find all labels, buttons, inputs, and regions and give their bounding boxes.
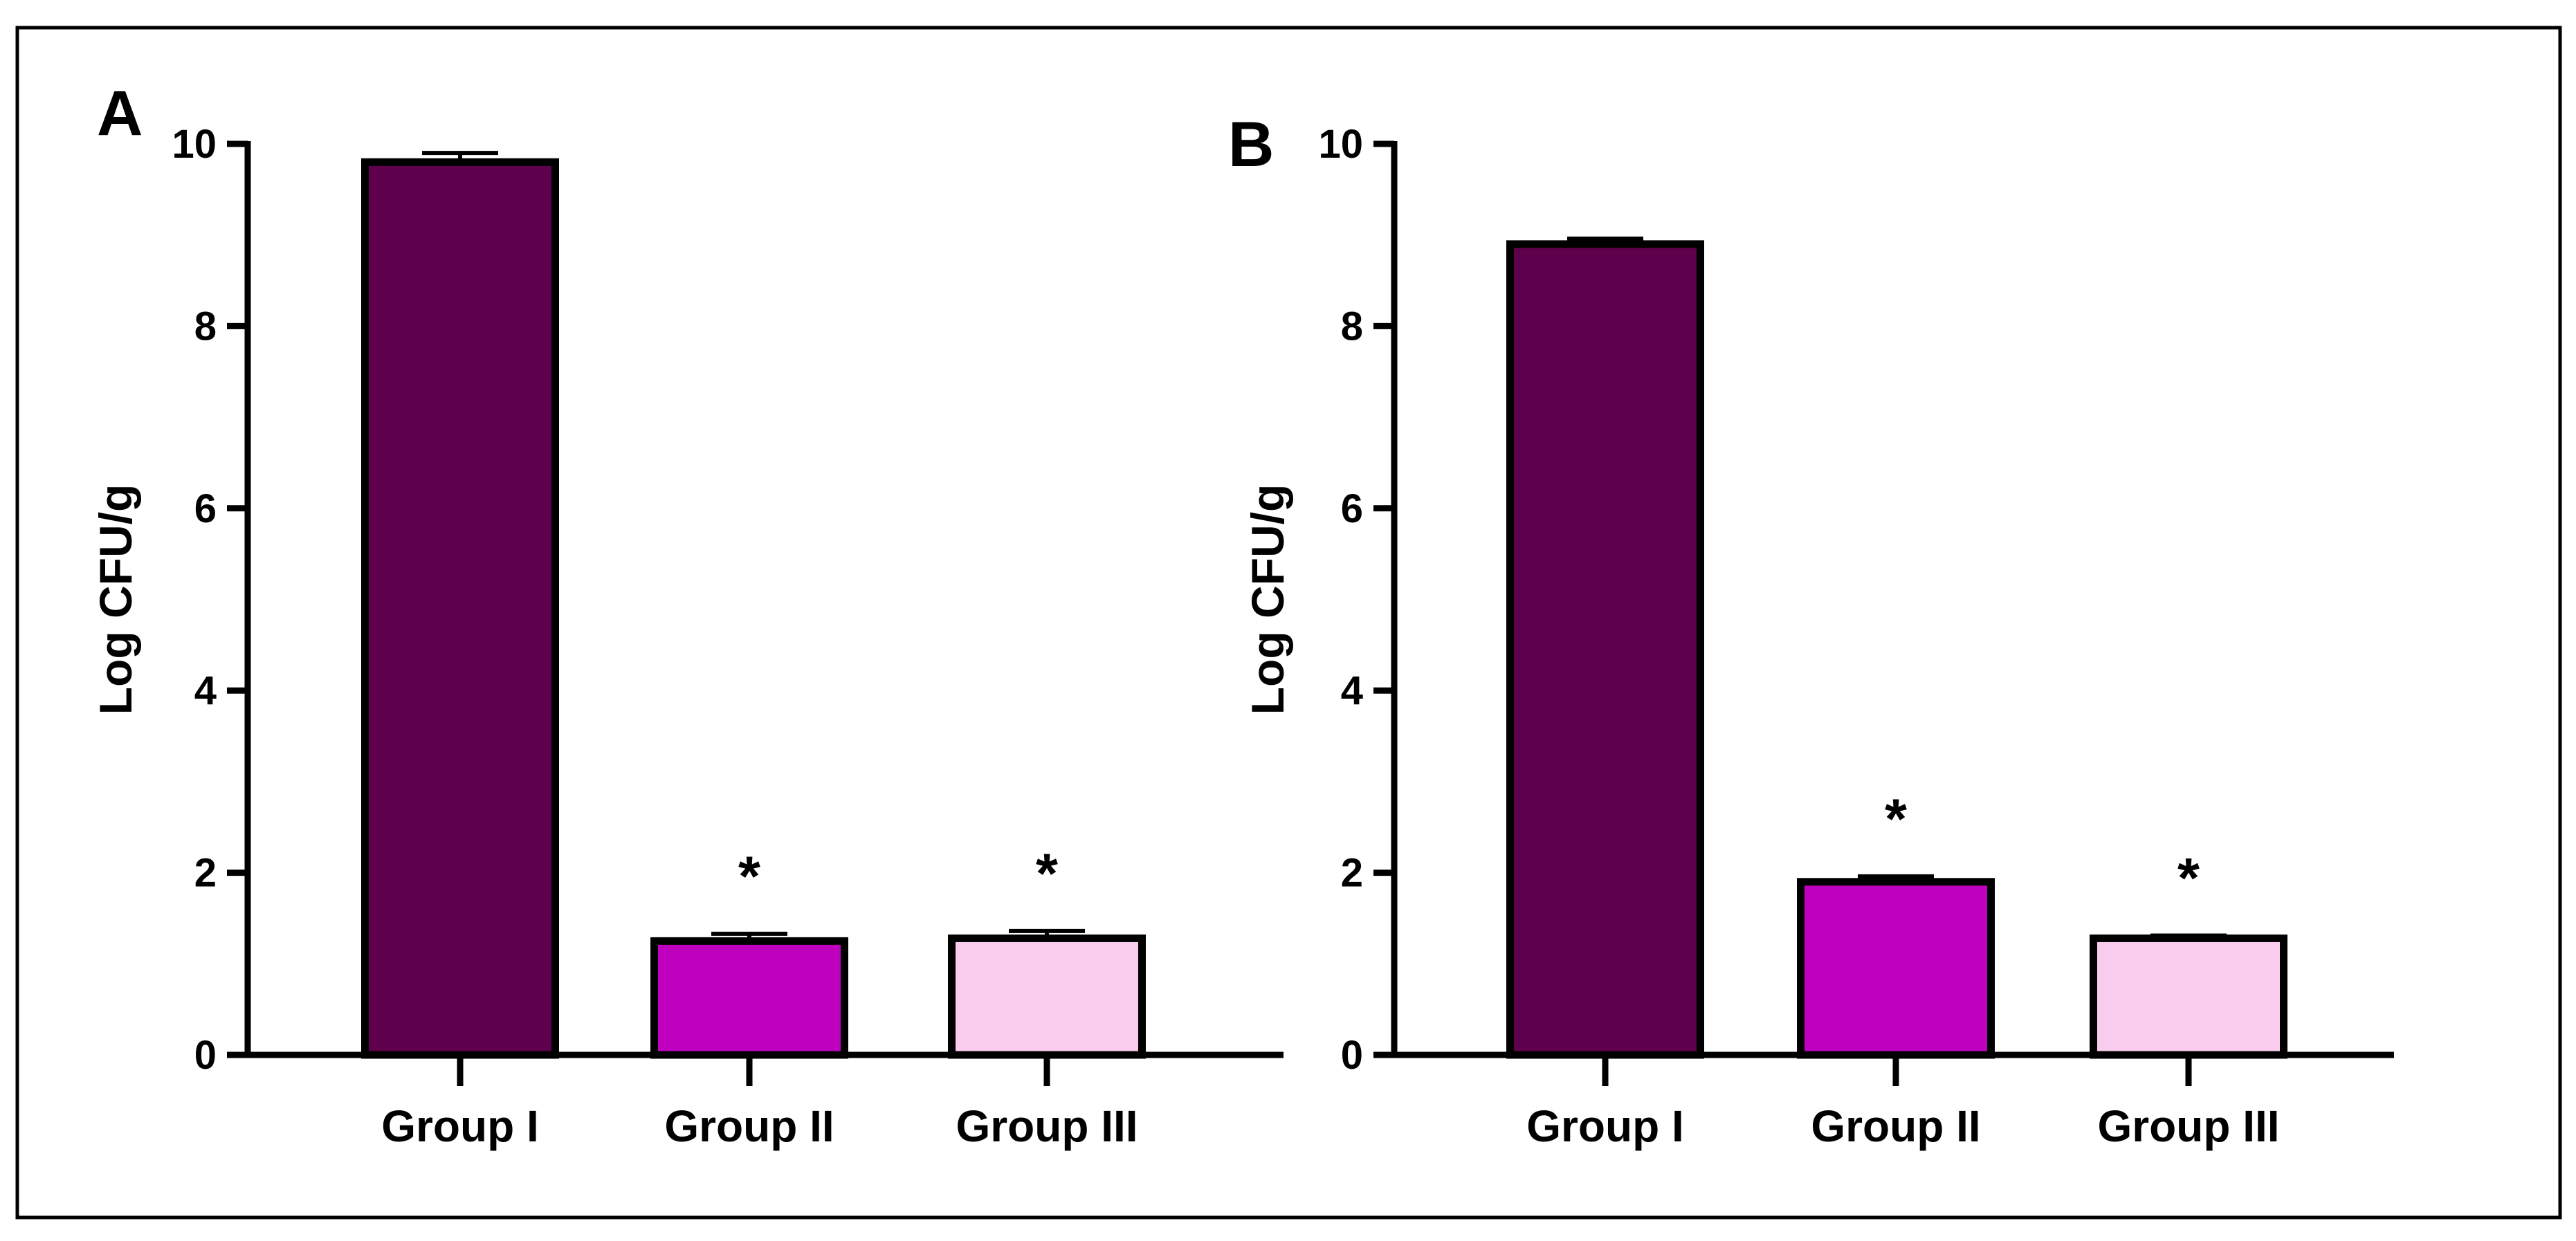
significance-mark: * <box>1885 788 1907 851</box>
bar <box>948 934 1146 1059</box>
bar <box>361 158 559 1059</box>
y-axis-title: Log CFU/g <box>1242 484 1293 715</box>
bar <box>2090 934 2287 1059</box>
y-tick-label: 2 <box>1341 851 1363 896</box>
x-tick-label: Group II <box>1811 1101 1980 1151</box>
bar <box>1506 240 1704 1059</box>
panel-b: B Log CFU/g Group I * Group II * Group III 0 2 4 6… <box>1228 109 2394 1151</box>
x-tick-label: Group III <box>956 1101 1138 1151</box>
y-tick-label: 10 <box>172 122 217 167</box>
x-tick-label: Group III <box>2097 1101 2279 1151</box>
significance-mark: * <box>738 845 760 908</box>
panel-letter: A <box>97 78 143 149</box>
y-tick-label: 0 <box>194 1033 217 1078</box>
y-tick-label: 4 <box>194 668 217 713</box>
y-tick-label: 0 <box>1341 1033 1363 1078</box>
significance-mark: * <box>1036 843 1058 906</box>
x-tick-label: Group I <box>1526 1101 1684 1151</box>
y-tick-label: 8 <box>194 304 217 349</box>
x-tick-label: Group I <box>381 1101 539 1151</box>
panel-letter: B <box>1228 109 1274 180</box>
y-tick-label: 4 <box>1341 668 1363 713</box>
x-tick-label: Group II <box>664 1101 834 1151</box>
y-tick-label: 2 <box>194 851 217 896</box>
y-tick-label: 10 <box>1318 122 1363 167</box>
y-tick-label: 6 <box>194 486 217 531</box>
significance-mark: * <box>2177 847 2200 910</box>
y-axis-title: Log CFU/g <box>90 484 141 715</box>
panel-a: A Log CFU/g Group I * Group II * Group III 0 2 4 6… <box>90 78 1284 1151</box>
bar <box>1797 878 1995 1059</box>
bar <box>650 937 848 1059</box>
y-tick-label: 8 <box>1341 304 1363 349</box>
y-tick-label: 6 <box>1341 486 1363 531</box>
